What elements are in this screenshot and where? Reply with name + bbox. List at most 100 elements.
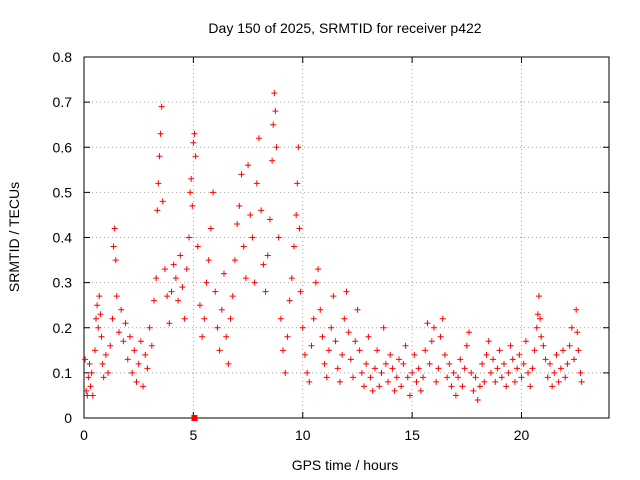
data-point [374,347,381,354]
data-point [319,333,326,340]
data-point [341,315,348,322]
y-axis-label: SRMTID / TECUs [6,182,22,292]
data-point [468,369,475,376]
x-tick-label: 10 [295,427,311,443]
data-point [321,360,328,367]
data-point [420,374,427,381]
data-point [332,338,339,345]
data-point [310,315,317,322]
data-point [133,378,140,385]
data-point [247,211,254,218]
data-point [214,324,221,331]
y-tick-label: 0.1 [53,365,73,381]
data-point [188,175,195,182]
data-point [380,324,387,331]
data-point [428,338,435,345]
data-point [196,302,203,309]
data-point [549,383,556,390]
data-point [280,347,287,354]
data-point [448,383,455,390]
data-point [409,369,416,376]
data-point [157,130,164,137]
data-point [573,306,580,313]
data-point [304,369,311,376]
data-point [137,338,144,345]
data-point [437,333,444,340]
data-point [86,360,93,367]
data-point [564,360,571,367]
data-point [135,360,142,367]
data-point [356,347,363,354]
data-point [170,261,177,268]
data-point [525,369,532,376]
x-tick-label: 0 [80,427,88,443]
data-point [87,383,94,390]
y-tick-label: 0 [64,410,72,426]
data-point [527,383,534,390]
data-point [511,378,518,385]
data-point [96,293,103,300]
data-point [297,288,304,295]
data-point [111,225,118,232]
data-point [286,297,293,304]
data-point [95,324,102,331]
data-point [155,180,162,187]
data-point [439,315,446,322]
data-point [485,338,492,345]
data-point [98,333,105,340]
data-point [398,383,405,390]
data-point [417,387,424,394]
data-point [413,378,420,385]
data-points [82,90,585,403]
data-point [343,288,350,295]
data-point [466,329,472,336]
data-point [347,356,354,363]
data-point [345,329,352,336]
y-tick-label: 0.3 [53,275,73,291]
data-point [113,293,120,300]
data-point [536,293,542,300]
data-point [273,144,280,151]
data-point [396,356,402,363]
data-point [258,207,265,214]
data-point [183,266,190,273]
data-point [264,252,271,259]
data-point [82,356,89,363]
data-point [172,275,179,282]
data-point [291,243,297,250]
data-point [435,365,442,372]
grid [84,57,609,418]
data-point [301,351,308,358]
data-point [126,333,133,340]
data-point [221,270,227,277]
data-point [422,347,429,354]
data-point [542,356,549,363]
data-point [282,369,289,376]
data-point [102,351,109,358]
data-point [317,306,324,313]
x-axis-ticks: 0 5 10 15 20 [80,57,529,443]
data-point [402,342,409,349]
data-point [457,356,464,363]
data-point [179,284,186,291]
data-point [404,374,411,381]
y-tick-label: 0.6 [53,139,73,155]
data-point [216,347,223,354]
data-point [431,324,437,331]
zero-marker [191,415,198,421]
data-point [339,351,346,358]
data-point [578,378,585,385]
data-point [85,374,92,381]
data-point [181,315,188,322]
data-point [455,374,462,381]
data-point [177,252,184,259]
data-point [476,383,483,390]
data-point [514,365,521,372]
data-point [575,347,582,354]
data-point [284,333,291,340]
data-point [151,297,157,304]
data-point [544,374,551,381]
data-point [299,324,306,331]
data-point [116,329,122,336]
data-point [129,369,136,376]
